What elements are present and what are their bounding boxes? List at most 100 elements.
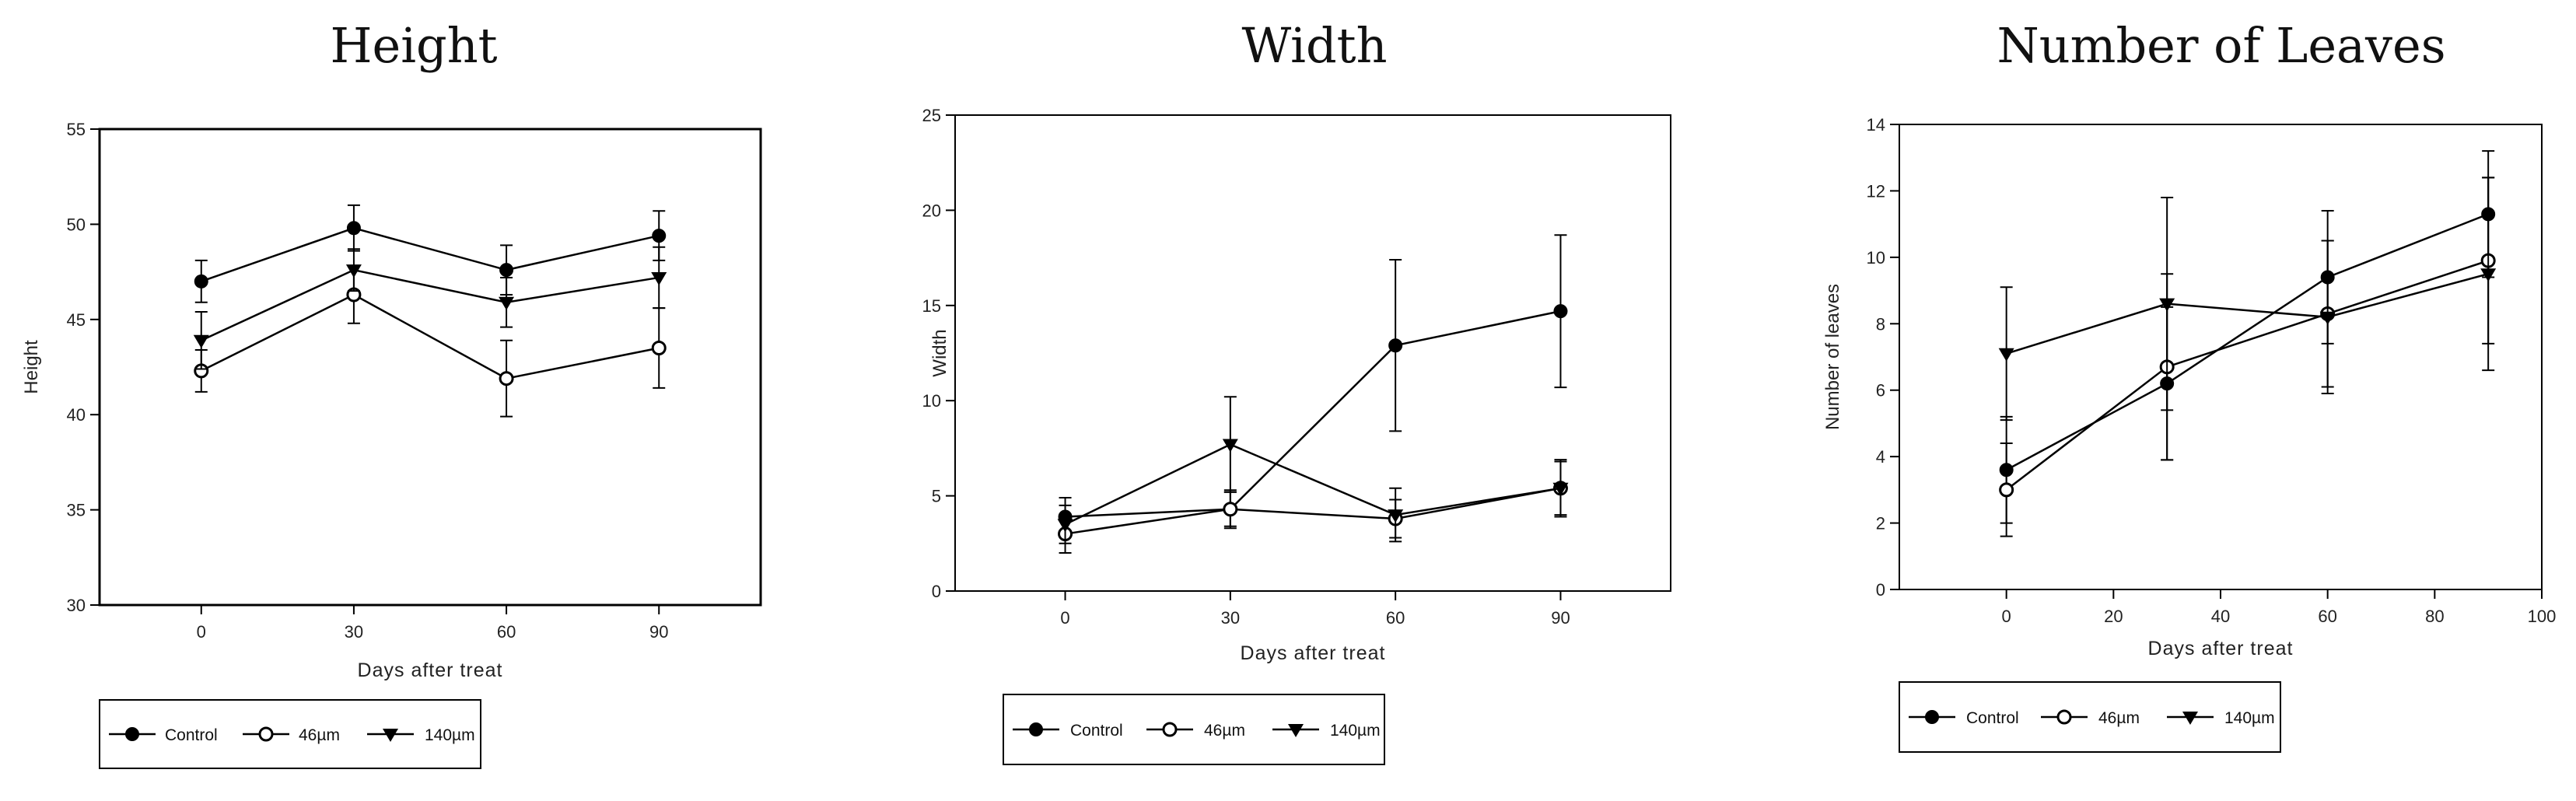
chart-0-series-140um-point: [499, 296, 515, 310]
chart-0-ytick-label: 45: [67, 310, 86, 330]
chart-0-plot-frame: [98, 128, 762, 607]
chart-2-legend-label-46um: 46µm: [2098, 709, 2140, 727]
chart-1-series-46um-point: [1223, 502, 1238, 517]
chart-1-ytick-label: 5: [932, 487, 941, 506]
chart-2-series-140um: [1998, 177, 2497, 421]
chart-2-ytick-label: 4: [1876, 447, 1885, 467]
chart-1-series-140um-line: [1064, 443, 1561, 526]
chart-1-series-control-point: [1388, 338, 1403, 353]
chart-2-series-140um-point: [1998, 348, 2014, 362]
chart-2-xtick-label: 60: [2318, 607, 2336, 626]
chart-1-xtick-label: 30: [1221, 608, 1240, 628]
chart-1-legend-marker-140um: [1288, 724, 1304, 737]
chart-0-series-140um-point: [651, 271, 667, 285]
chart-1-title: Width: [1242, 17, 1388, 74]
chart-0-legend-marker-140um: [383, 729, 398, 742]
chart-1-series-46um-line: [1065, 487, 1561, 535]
chart-1-ytick-label: 10: [922, 391, 941, 411]
chart-0-series-control-point: [652, 229, 667, 243]
chart-1-plot-frame: [954, 114, 1671, 592]
chart-2-ytick-label: 8: [1876, 314, 1885, 334]
chart-2-legend-label-140um: 140µm: [2224, 709, 2275, 727]
chart-0-legend: Control 46µm 140µm: [99, 699, 481, 769]
chart-2-ytick-label: 6: [1876, 381, 1885, 400]
chart-2-yaxis-label: Number of leaves: [1822, 284, 1843, 430]
chart-0-panel: Height 30 35 40 45 50 55 0 30 60 90 Days after trea…: [21, 17, 762, 769]
chart-0-xtick-label: 60: [497, 622, 516, 642]
chart-1-legend-label-control: Control: [1070, 722, 1123, 740]
chart-0-series-46um-line: [201, 293, 660, 380]
chart-0-series-140um: [193, 246, 667, 370]
chart-0-xtick-label: 0: [197, 622, 206, 642]
chart-2-xtick-label: 100: [2528, 607, 2557, 626]
chart-2-xtick-label: 80: [2425, 607, 2444, 626]
chart-1-xtick-label: 60: [1386, 608, 1405, 628]
chart-0-ytick-label: 40: [67, 405, 86, 425]
chart-0-legend-label-140um: 140µm: [425, 726, 475, 744]
chart-0-series-control-point: [499, 263, 514, 278]
chart-1-panel: Width 0 5 10 15 20 25 0 30 60 90 Days after treat Wi…: [922, 17, 1671, 765]
chart-2-series-control-line: [2006, 213, 2489, 471]
chart-2-series-control: [1999, 150, 2496, 524]
chart-0-legend-marker-46um: [258, 726, 274, 742]
chart-2-ytick-label: 10: [1867, 248, 1885, 268]
chart-0-title: Height: [330, 17, 497, 74]
chart-0-series-control-line: [201, 226, 660, 283]
chart-2-ytick-label: 0: [1876, 580, 1885, 600]
chart-2-ytick-label: 14: [1867, 115, 1885, 135]
chart-2-legend-marker-control: [1925, 710, 1939, 724]
chart-2-series-46um-line: [2005, 259, 2489, 491]
chart-1-series-140um-point: [1057, 519, 1073, 533]
chart-1-yaxis-label: Width: [929, 329, 950, 376]
chart-0-series-control-point: [194, 274, 208, 289]
chart-2-legend: Control 46µm 140µm: [1899, 681, 2281, 753]
chart-1-legend-label-140um: 140µm: [1330, 722, 1381, 740]
chart-2-legend-label-control: Control: [1966, 709, 2019, 727]
chart-2-panel: Number of Leaves 0 2 4 6 8 10 12 14 0 20 40 60 80 100 D…: [1822, 17, 2557, 753]
chart-0-legend-box: [99, 699, 481, 769]
chart-1-xtick-label: 0: [1060, 608, 1069, 628]
chart-0-legend-label-46um: 46µm: [299, 726, 340, 744]
chart-0-ytick-label: 30: [67, 596, 86, 615]
chart-1-xtick-label: 90: [1551, 608, 1570, 628]
chart-1-ytick-label: 25: [922, 106, 941, 125]
chart-0-series-control: [194, 204, 667, 303]
chart-2-xaxis-label: Days after treat: [2148, 638, 2294, 659]
chart-0-legend-label-control: Control: [165, 726, 218, 744]
chart-1-ytick-label: 20: [922, 201, 941, 220]
chart-1-legend-marker-control: [1029, 722, 1043, 736]
chart-2-series-140um-point: [2480, 268, 2497, 282]
chart-1-series-control-point: [1553, 304, 1568, 319]
chart-1-legend-box: [1003, 694, 1385, 765]
chart-1-ytick-label: 0: [932, 582, 941, 601]
chart-1-xaxis-label: Days after treat: [1241, 642, 1386, 664]
chart-0-ytick-label: 35: [67, 501, 86, 520]
chart-0-yaxis-label: Height: [21, 340, 42, 394]
chart-0-series-46um-point: [651, 341, 667, 356]
chart-2-series-140um-line: [2006, 273, 2489, 355]
chart-0-legend-marker-control: [125, 727, 139, 741]
chart-2-ytick-label: 12: [1867, 181, 1885, 201]
chart-1-legend-label-46um: 46µm: [1204, 722, 1245, 740]
chart-1-series-140um-point: [1222, 439, 1238, 453]
chart-2-legend-marker-46um: [2056, 709, 2072, 725]
chart-0-series-control-point: [346, 221, 361, 236]
chart-0-xaxis-label: Days after treat: [358, 659, 503, 681]
chart-2-xtick-label: 0: [2002, 607, 2011, 626]
chart-0-series-140um-line: [201, 268, 660, 341]
chart-1-series-control-line: [1065, 310, 1561, 518]
chart-0-ytick-label: 50: [67, 215, 86, 234]
chart-2-legend-box: [1899, 681, 2281, 753]
chart-2-xtick-label: 40: [2211, 607, 2230, 626]
chart-0-xtick-label: 90: [649, 622, 668, 642]
chart-2-legend-marker-140um: [2182, 712, 2198, 725]
chart-2-series-46um: [1999, 177, 2496, 537]
chart-2-ytick-label: 2: [1876, 514, 1885, 533]
chart-0-series-46um-point: [499, 371, 514, 387]
chart-2-series-140um-point: [2159, 298, 2175, 312]
chart-1-legend: Control 46µm 140µm: [1003, 694, 1385, 765]
chart-0-ytick-label: 55: [67, 120, 86, 139]
chart-1-series-140um-point: [1388, 509, 1404, 523]
chart-0-series-140um-point: [193, 334, 209, 348]
chart-2-series-140um-point: [2319, 311, 2336, 325]
